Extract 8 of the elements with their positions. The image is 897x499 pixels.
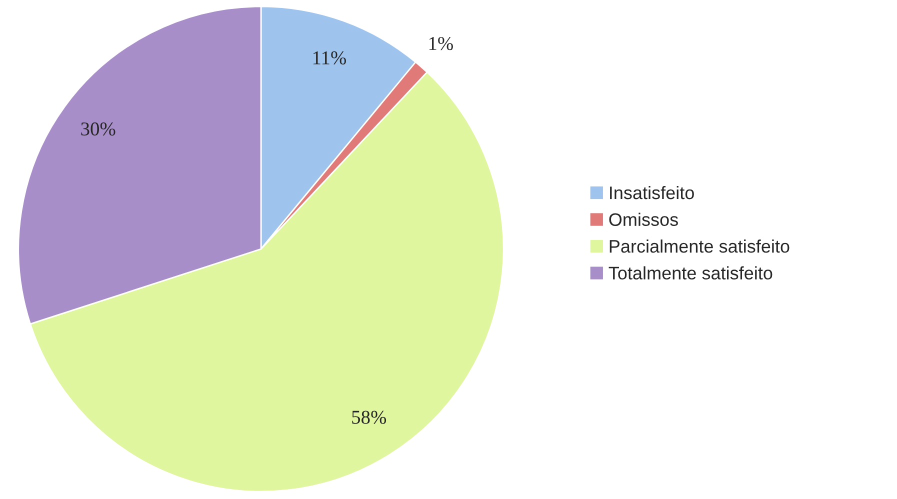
- data-label: 11%: [313, 51, 346, 64]
- data-label: 30%: [81, 122, 116, 136]
- legend-label: Insatisfeito: [610, 186, 694, 200]
- data-label: 1%: [429, 36, 453, 50]
- data-label: 58%: [352, 410, 386, 424]
- legend-label: Omissos: [609, 212, 678, 226]
- legend-label: Parcialmente satisfeito: [610, 239, 790, 253]
- legend-label: Totalmente satisfeito: [608, 266, 772, 280]
